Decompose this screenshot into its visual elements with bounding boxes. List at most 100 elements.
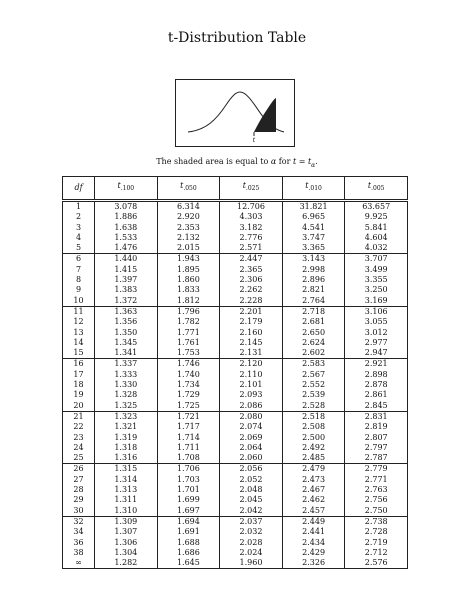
value-cell: 2.479: [281, 463, 346, 475]
value-cell: 1.638: [94, 222, 158, 233]
df-cell: 34: [62, 527, 95, 538]
value-cell: 3.012: [344, 327, 408, 338]
value-cell: 1.886: [94, 212, 158, 223]
value-cell: 2.032: [219, 527, 283, 538]
column-header-t050: t.050: [156, 176, 221, 201]
value-cell: 2.576: [344, 558, 408, 570]
df-cell: 10: [62, 295, 95, 307]
shaded-tail-area: [254, 98, 276, 132]
page-title: t-Distribution Table: [167, 30, 307, 46]
value-cell: 1.701: [156, 485, 221, 496]
value-cell: 2.776: [219, 232, 283, 244]
value-cell: 1.714: [156, 432, 221, 443]
table-row: 15 1.341 1.753 2.131 2.602 2.947: [62, 348, 408, 359]
table-row: 30 1.310 1.697 2.042 2.457 2.750: [62, 505, 408, 517]
table-row: 34 1.307 1.691 2.032 2.441 2.728: [62, 527, 408, 538]
value-cell: 2.434: [281, 537, 346, 548]
value-cell: 2.045: [219, 495, 283, 506]
table-row: 25 1.316 1.708 2.060 2.485 2.787: [62, 453, 408, 464]
value-cell: 3.499: [344, 264, 408, 276]
tail-label: t: [253, 137, 256, 144]
table-row: ∞ 1.282 1.645 1.960 2.326 2.576: [62, 558, 408, 570]
value-cell: 2.539: [281, 390, 346, 401]
value-cell: 2.878: [344, 380, 408, 391]
df-cell: 18: [62, 380, 95, 391]
value-cell: 1.771: [156, 327, 221, 338]
value-cell: 2.712: [344, 547, 408, 559]
value-cell: 2.485: [281, 453, 346, 464]
value-cell: 1.319: [94, 432, 158, 443]
value-cell: 2.861: [344, 390, 408, 401]
table-row: 21 1.323 1.721 2.080 2.518 2.831: [62, 410, 408, 423]
table-row: 23 1.319 1.714 2.069 2.500 2.807: [62, 432, 408, 443]
value-cell: 1.337: [94, 358, 158, 370]
df-cell: 7: [62, 264, 95, 276]
value-cell: 1.860: [156, 275, 221, 286]
value-cell: 2.831: [344, 410, 408, 423]
value-cell: 2.650: [281, 327, 346, 338]
value-cell: 2.447: [219, 253, 283, 265]
value-cell: 2.500: [281, 432, 346, 443]
value-cell: 2.441: [281, 527, 346, 538]
table-row: 5 1.476 2.015 2.571 3.365 4.032: [62, 243, 408, 254]
value-cell: 1.782: [156, 317, 221, 328]
df-cell: 36: [62, 537, 95, 548]
df-cell: 24: [62, 442, 95, 454]
value-cell: 2.473: [281, 474, 346, 486]
value-cell: 1.734: [156, 380, 221, 391]
value-cell: 2.819: [344, 422, 408, 433]
df-cell: 2: [62, 212, 95, 223]
value-cell: 2.921: [344, 358, 408, 370]
value-cell: 1.895: [156, 264, 221, 276]
value-cell: 1.725: [156, 400, 221, 412]
value-cell: 2.719: [344, 537, 408, 548]
value-cell: 2.462: [281, 495, 346, 506]
df-cell: 25: [62, 453, 95, 464]
value-cell: 1.721: [156, 410, 221, 423]
value-cell: 4.303: [219, 212, 283, 223]
density-curve: [187, 91, 285, 133]
value-cell: 1.310: [94, 505, 158, 517]
value-cell: 1.345: [94, 337, 158, 349]
value-cell: 2.262: [219, 285, 283, 296]
value-cell: 2.718: [281, 305, 346, 318]
df-cell: 29: [62, 495, 95, 506]
table-row: 38 1.304 1.686 2.024 2.429 2.712: [62, 547, 408, 559]
value-cell: 1.476: [94, 243, 158, 254]
value-cell: 3.106: [344, 305, 408, 318]
value-cell: 5.841: [344, 222, 408, 233]
df-cell: 6: [62, 253, 95, 265]
value-cell: 1.330: [94, 380, 158, 391]
value-cell: 2.764: [281, 295, 346, 307]
column-header-df: df: [62, 176, 95, 201]
value-cell: 2.429: [281, 547, 346, 559]
value-cell: 2.052: [219, 474, 283, 486]
df-cell: 14: [62, 337, 95, 349]
value-cell: 2.326: [281, 558, 346, 570]
value-cell: 4.541: [281, 222, 346, 233]
value-cell: 2.365: [219, 264, 283, 276]
value-cell: 2.602: [281, 348, 346, 359]
value-cell: 12.706: [219, 199, 283, 213]
table-row: 17 1.333 1.740 2.110 2.567 2.898: [62, 369, 408, 381]
value-cell: 4.032: [344, 243, 408, 254]
value-cell: 2.508: [281, 422, 346, 433]
value-cell: 2.845: [344, 400, 408, 412]
df-cell: 3: [62, 222, 95, 233]
value-cell: 1.307: [94, 527, 158, 538]
value-cell: 3.707: [344, 253, 408, 265]
t-distribution-curve-diagram: t: [187, 91, 285, 144]
value-cell: 1.746: [156, 358, 221, 370]
value-cell: 2.797: [344, 442, 408, 454]
value-cell: 2.492: [281, 442, 346, 454]
value-cell: 2.306: [219, 275, 283, 286]
value-cell: 1.699: [156, 495, 221, 506]
value-cell: 1.729: [156, 390, 221, 401]
value-cell: 2.821: [281, 285, 346, 296]
df-cell: 19: [62, 390, 95, 401]
value-cell: 2.998: [281, 264, 346, 276]
value-cell: 1.943: [156, 253, 221, 265]
value-cell: 6.965: [281, 212, 346, 223]
value-cell: 1.282: [94, 558, 158, 570]
value-cell: 1.711: [156, 442, 221, 454]
